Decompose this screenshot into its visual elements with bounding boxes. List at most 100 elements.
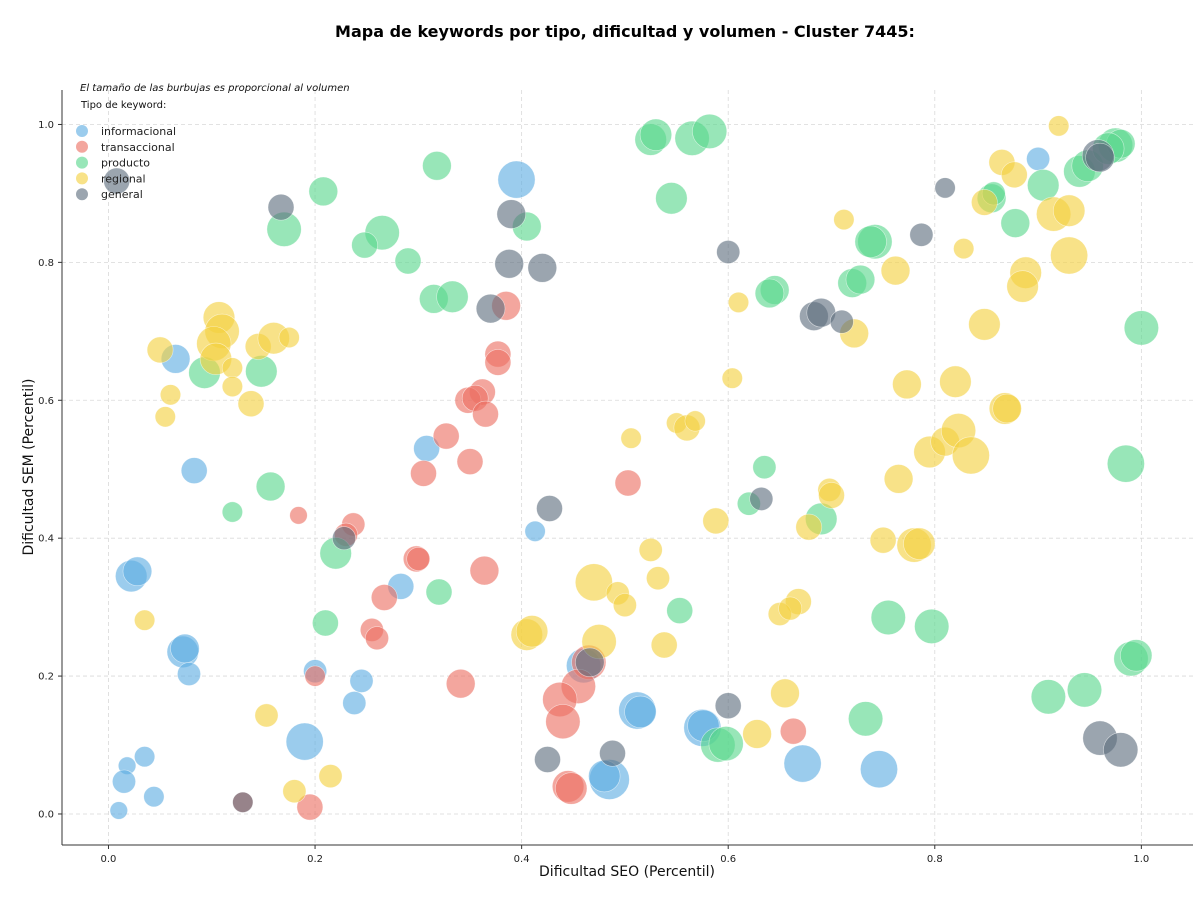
legend-label-transaccional: transaccional <box>101 141 175 154</box>
y-ticks: 0.0 0.2 0.4 0.6 0.8 1.0 <box>38 120 62 820</box>
bubble-general <box>909 222 934 247</box>
bubble-producto <box>221 501 243 523</box>
bubble-producto <box>436 280 469 313</box>
legend-marker-general <box>76 188 88 201</box>
bubble-producto <box>1067 672 1103 708</box>
x-axis-label: Dificultad SEO (Percentil) <box>539 864 715 880</box>
bubble-regional <box>742 719 772 749</box>
bubble-general <box>332 526 356 551</box>
bubble-producto <box>754 278 785 309</box>
bubble-producto <box>845 264 876 295</box>
bubble-informacional <box>170 633 200 664</box>
bubble-informacional <box>112 769 136 794</box>
bubble-regional <box>575 563 613 602</box>
bubble-regional <box>778 596 803 621</box>
axes <box>61 90 1193 846</box>
legend-label-general: general <box>101 188 143 201</box>
bubble-transaccional <box>484 349 512 376</box>
bubble-regional <box>795 513 823 541</box>
bubble-producto <box>255 471 286 502</box>
bubble-regional <box>646 566 670 591</box>
bubble-regional <box>721 367 743 389</box>
x-tick-label: 0.0 <box>101 854 117 865</box>
bubble-general <box>575 647 605 677</box>
legend-marker-producto <box>76 156 88 169</box>
bubble-transaccional <box>555 772 588 805</box>
bubble-regional <box>650 631 678 659</box>
bubble-regional <box>154 406 176 428</box>
bubble-regional <box>1006 270 1039 303</box>
bubble-regional <box>146 336 174 364</box>
series-informacional <box>109 146 1051 820</box>
bubble-informacional <box>342 691 367 715</box>
bubble-regional <box>620 427 642 449</box>
bubble-producto <box>1107 444 1145 483</box>
bubble-regional <box>880 255 911 286</box>
bubble-regional <box>1048 115 1070 137</box>
bubble-transaccional <box>410 460 437 487</box>
bubble-transaccional <box>446 668 476 699</box>
bubble-producto <box>351 231 378 259</box>
bubble-producto <box>708 726 744 762</box>
bubble-regional <box>515 615 549 648</box>
bubble-regional <box>318 764 343 789</box>
bubble-regional <box>278 326 300 348</box>
grid <box>62 90 1193 845</box>
bubble-transaccional <box>296 793 324 821</box>
bubble-general <box>829 309 854 334</box>
bubble-informacional <box>349 669 374 693</box>
bubble-regional <box>892 369 922 400</box>
bubble-regional <box>953 238 975 260</box>
bubble-regional <box>818 482 845 509</box>
bubble-regional <box>727 291 749 313</box>
bubble-informacional <box>109 801 128 820</box>
bubble-producto <box>655 182 688 215</box>
bubble-size-note: El tamaño de las burbujas es proporciona… <box>80 83 350 94</box>
y-tick-label: 0.4 <box>38 534 54 545</box>
bubble-regional <box>971 189 998 216</box>
bubble-general <box>599 739 626 767</box>
bubble-regional <box>1052 194 1086 227</box>
bubble-producto <box>1030 679 1066 715</box>
legend-marker-regional <box>76 172 88 185</box>
bubble-informacional <box>1026 146 1051 171</box>
chart-title: Mapa de keywords por tipo, dificultad y … <box>335 22 915 41</box>
bubble-informacional <box>180 457 208 484</box>
bubble-transaccional <box>406 547 431 571</box>
bubble-informacional <box>177 662 201 686</box>
bubble-producto <box>752 455 777 480</box>
bubble-regional <box>992 393 1022 424</box>
bubble-regional <box>1050 236 1089 275</box>
y-tick-label: 0.6 <box>38 396 54 407</box>
bubble-informacional <box>624 695 657 729</box>
bubble-general <box>1103 732 1139 768</box>
bubble-informacional <box>783 744 822 783</box>
bubble-transaccional <box>545 704 581 740</box>
bubble-producto <box>848 701 884 737</box>
bubble-transaccional <box>304 665 326 687</box>
bubble-informacional <box>860 750 898 789</box>
legend-marker-informacional <box>76 125 88 137</box>
bubble-regional <box>134 609 156 631</box>
bubble-transaccional <box>614 469 642 497</box>
x-ticks: 0.0 0.2 0.4 0.6 0.8 1.0 <box>101 845 1149 865</box>
bubble-general <box>1085 142 1115 173</box>
y-tick-label: 0.2 <box>38 672 54 683</box>
legend-title: Tipo de keyword: <box>80 100 166 111</box>
bubble-informacional <box>524 520 546 542</box>
bubble-producto <box>312 609 339 637</box>
bubble-general <box>232 791 254 813</box>
bubble-producto <box>245 355 278 388</box>
bubble-producto <box>425 578 453 606</box>
bubble-general <box>714 692 742 720</box>
bubble-general <box>527 253 557 283</box>
bubble-informacional <box>134 746 156 768</box>
bubble-regional <box>221 375 243 397</box>
y-tick-label: 0.0 <box>38 809 54 820</box>
bubble-regional <box>903 527 936 560</box>
bubble-producto <box>870 599 906 635</box>
legend: informacional transaccional producto region… <box>76 125 176 201</box>
bubble-regional <box>254 703 279 728</box>
bubble-regional <box>952 436 990 475</box>
